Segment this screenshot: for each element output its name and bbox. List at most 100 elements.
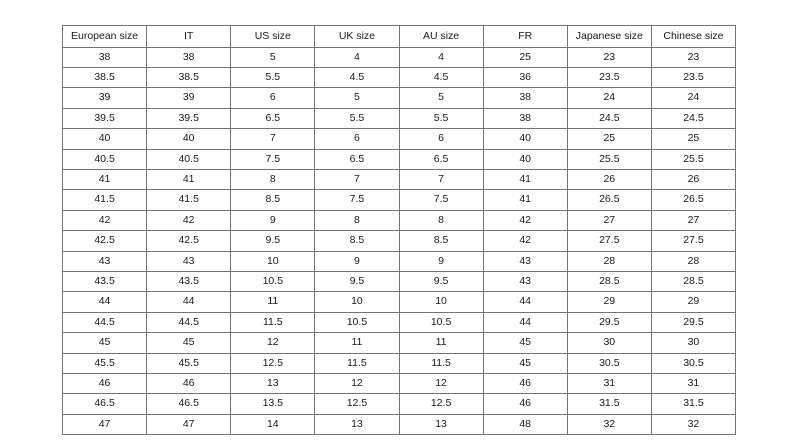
table-cell: 46 [146,372,232,395]
table-cell: 25 [650,128,737,150]
table-cell: 7.5 [230,148,316,170]
table-cell: 44.5 [146,311,232,334]
table-cell: 47 [146,413,232,436]
table-cell: 46 [482,393,568,415]
table-cell: 4 [398,46,484,68]
table-cell: 45 [482,352,568,375]
table-cell: 8 [230,168,316,191]
table-cell: 38.5 [146,66,232,89]
table-cell: 41 [61,168,148,191]
table-cell: 8.5 [398,230,484,252]
column-header-japanese-size: Japanese size [566,25,652,48]
table-cell: 4.5 [398,66,484,89]
table-cell: 6 [398,128,484,150]
table-cell: 38 [482,107,568,130]
table-cell: 46 [482,372,568,395]
table-cell: 44 [482,311,568,334]
table-cell: 44 [146,291,232,313]
table-cell: 26.5 [650,189,737,211]
table-cell: 14 [230,413,316,436]
table-cell: 41 [146,168,232,191]
table-cell: 5 [314,87,400,109]
column-header-au-size: AU size [398,25,484,48]
table-cell: 8.5 [314,230,400,252]
table-cell: 43 [482,250,568,272]
column-header-uk-size: UK size [314,25,400,48]
table-cell: 12.5 [314,393,400,415]
table-cell: 24.5 [566,107,652,130]
table-cell: 24.5 [650,107,737,130]
table-cell: 43 [61,250,148,272]
table-cell: 10 [230,250,316,272]
table-cell: 31 [650,372,737,395]
table-cell: 25.5 [650,148,737,170]
table-cell: 26 [650,168,737,191]
table-header: European size IT US size UK size AU size FR Ja… [61,25,737,48]
table-cell: 29 [650,291,737,313]
table-cell: 6.5 [314,148,400,170]
table-cell: 5 [230,46,316,68]
table-cell: 45.5 [146,352,232,375]
table-row: 46.5 46.5 13.5 12.5 12.5 46 31.5 31.5 [61,393,737,415]
table-cell: 28 [650,250,737,272]
table-cell: 40 [146,128,232,150]
table-cell: 9.5 [230,230,316,252]
table-cell: 45 [146,332,232,354]
table-cell: 13 [230,372,316,395]
table-body: 38 38 5 4 4 25 23 23 38.5 38.5 5.5 4.5 4.5 36 23.5 23.5… [61,46,737,436]
table-cell: 13 [314,413,400,436]
table-row: 46 46 13 12 12 46 31 31 [61,372,737,395]
table-cell: 6.5 [230,107,316,130]
table-cell: 23.5 [650,66,737,89]
table-cell: 10 [398,291,484,313]
table-cell: 9 [314,250,400,272]
table-cell: 12 [314,372,400,395]
table-cell: 25 [566,128,652,150]
table-cell: 4.5 [314,66,400,89]
table-cell: 11 [398,332,484,354]
table-cell: 10.5 [230,270,316,293]
table-cell: 38 [61,46,148,68]
table-cell: 9.5 [398,270,484,293]
table-cell: 11 [230,291,316,313]
table-cell: 46.5 [146,393,232,415]
column-header-it: IT [146,25,232,48]
column-header-fr: FR [482,25,568,48]
table-cell: 29.5 [566,311,652,334]
table-cell: 41.5 [146,189,232,211]
table-cell: 5.5 [398,107,484,130]
table-cell: 12.5 [230,352,316,375]
table-cell: 44 [482,291,568,313]
table-cell: 30 [650,332,737,354]
table-cell: 27 [566,209,652,232]
table-row: 39 39 6 5 5 38 24 24 [61,87,737,109]
table-cell: 42 [61,209,148,232]
column-header-chinese-size: Chinese size [650,25,737,48]
table-cell: 40.5 [146,148,232,170]
table-cell: 9.5 [314,270,400,293]
table-row: 44 44 11 10 10 44 29 29 [61,291,737,313]
table-cell: 28.5 [566,270,652,293]
table-cell: 23.5 [566,66,652,89]
table-cell: 8 [314,209,400,232]
table-cell: 6.5 [398,148,484,170]
table-cell: 28 [566,250,652,272]
table-cell: 7.5 [314,189,400,211]
table-cell: 32 [650,413,737,436]
table-cell: 6 [230,87,316,109]
table-cell: 39 [146,87,232,109]
table-row: 42 42 9 8 8 42 27 27 [61,209,737,232]
table-cell: 43 [482,270,568,293]
table-row: 44.5 44.5 11.5 10.5 10.5 44 29.5 29.5 [61,311,737,334]
table-row: 40 40 7 6 6 40 25 25 [61,128,737,150]
table-row: 40.5 40.5 7.5 6.5 6.5 40 25.5 25.5 [61,148,737,170]
table-cell: 40 [61,128,148,150]
size-table-container: European size IT US size UK size AU size FR Ja… [61,25,737,436]
table-cell: 41 [482,168,568,191]
table-cell: 7 [230,128,316,150]
table-cell: 12.5 [398,393,484,415]
table-cell: 12 [398,372,484,395]
table-cell: 5.5 [314,107,400,130]
table-cell: 39.5 [146,107,232,130]
